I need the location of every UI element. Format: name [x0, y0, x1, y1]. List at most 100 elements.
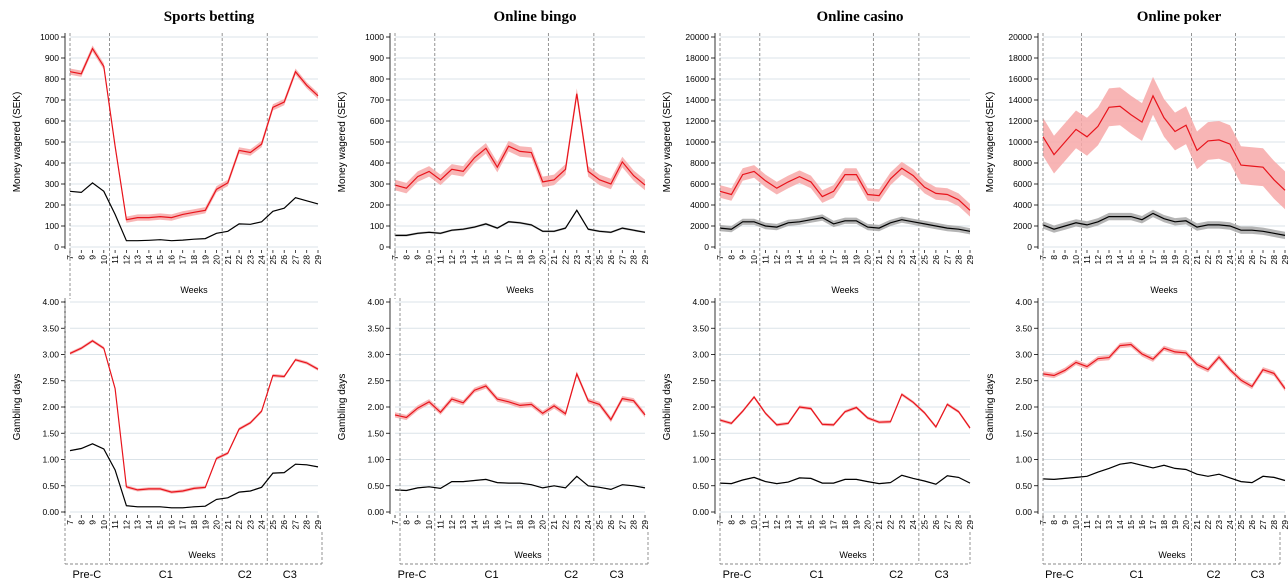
- x-tick-label: 24: [257, 255, 267, 265]
- high-ci-band: [1043, 76, 1285, 210]
- x-axis-title: Weeks: [180, 285, 208, 295]
- x-tick-label: 11: [1082, 520, 1092, 529]
- x-tick-label: 9: [738, 520, 748, 525]
- y-tick-label: 6000: [690, 179, 709, 189]
- y-tick-label: 400: [45, 158, 59, 168]
- x-tick-label: 10: [749, 520, 759, 530]
- low-series-line: [1042, 461, 1286, 484]
- y-tick-label: 0.50: [367, 481, 384, 491]
- x-tick-label: 23: [572, 520, 582, 530]
- x-tick-label: 11: [760, 520, 770, 529]
- x-tick-label: 20: [863, 255, 873, 265]
- x-tick-label: 18: [189, 520, 199, 530]
- x-tick-label: 20: [1181, 520, 1191, 530]
- low-ci-band: [720, 214, 970, 235]
- x-tick-label: 25: [920, 520, 930, 530]
- x-tick-label: 16: [1137, 520, 1147, 530]
- x-tick-label: 27: [1258, 255, 1268, 265]
- x-axis-title: Weeks: [1150, 285, 1178, 295]
- x-tick-label: 21: [1192, 520, 1202, 530]
- y-tick-label: 4.00: [1015, 297, 1032, 307]
- y-tick-label: 0: [54, 242, 59, 252]
- x-tick-label: 27: [290, 255, 300, 265]
- low-series-line: [69, 182, 319, 242]
- x-tick-label: 12: [121, 255, 131, 265]
- high-series-line: [394, 372, 646, 421]
- x-tick-label: 21: [874, 520, 884, 530]
- y-tick-label: 0: [1027, 242, 1032, 252]
- y-axis-title: Gambling days: [337, 374, 348, 441]
- y-tick-label: 3.50: [367, 323, 384, 333]
- y-tick-label: 14000: [685, 95, 709, 105]
- x-tick-label: 19: [851, 520, 861, 530]
- panel-casino-money: 0 2000 4000 6000 8000 10000 12000 14000 16000 180…: [662, 9, 975, 299]
- y-tick-label: 18000: [685, 53, 709, 63]
- low-ci-band: [70, 443, 318, 509]
- x-tick-label: 9: [1060, 255, 1070, 260]
- x-tick-label: 15: [806, 255, 816, 265]
- x-tick-label: 25: [1236, 520, 1246, 530]
- x-tick-label: 24: [1225, 255, 1235, 265]
- x-tick-label: 14: [795, 520, 805, 530]
- x-tick-label: 15: [481, 255, 491, 265]
- y-tick-label: 600: [370, 116, 384, 126]
- x-tick-label: 18: [189, 255, 199, 265]
- x-tick-label: 20: [1181, 255, 1191, 265]
- x-tick-label: 21: [549, 255, 559, 265]
- x-tick-label: 14: [470, 255, 480, 265]
- phase-label: C2: [564, 569, 578, 581]
- y-tick-label: 16000: [1008, 74, 1032, 84]
- x-tick-label: 27: [942, 255, 952, 265]
- panel-title: Online poker: [1137, 9, 1222, 25]
- panel-title: Online bingo: [494, 9, 577, 25]
- y-tick-label: 0.50: [692, 481, 709, 491]
- x-tick-label: 26: [931, 255, 941, 265]
- x-tick-label: 21: [223, 255, 233, 265]
- x-tick-label: 13: [783, 520, 793, 530]
- y-tick-label: 12000: [1008, 116, 1032, 126]
- y-tick-label: 700: [45, 95, 59, 105]
- phase-label: C3: [1250, 569, 1264, 581]
- x-tick-label: 9: [88, 255, 98, 260]
- phase-label: C2: [889, 569, 903, 581]
- y-tick-label: 300: [45, 179, 59, 189]
- y-tick-label: 0: [379, 242, 384, 252]
- x-tick-label: 11: [435, 520, 445, 529]
- x-tick-label: 22: [1203, 520, 1213, 530]
- x-tick-label: 20: [863, 520, 873, 530]
- x-tick-label: 23: [897, 520, 907, 530]
- high-series-line: [1042, 343, 1286, 389]
- y-tick-label: 10000: [1008, 137, 1032, 147]
- x-tick-label: 24: [1225, 520, 1235, 530]
- x-tick-label: 22: [885, 520, 895, 530]
- y-tick-label: 300: [370, 179, 384, 189]
- phase-label: C1: [159, 569, 173, 581]
- x-tick-label: 21: [1192, 255, 1202, 265]
- y-tick-label: 0: [704, 242, 709, 252]
- y-tick-label: 4.00: [367, 297, 384, 307]
- x-tick-label: 28: [629, 520, 639, 530]
- y-tick-label: 2.00: [692, 402, 709, 412]
- x-tick-label: 15: [806, 520, 816, 530]
- y-tick-label: 200: [370, 200, 384, 210]
- x-tick-label: 19: [851, 255, 861, 265]
- x-tick-label: 18: [1159, 255, 1169, 265]
- x-tick-label: 16: [1137, 255, 1147, 265]
- x-tick-label: 12: [447, 520, 457, 530]
- low-ci-band: [1043, 209, 1285, 240]
- high-ci-band: [395, 88, 645, 194]
- x-tick-label: 12: [1093, 255, 1103, 265]
- x-tick-label: 13: [783, 255, 793, 265]
- y-tick-label: 3.00: [367, 350, 384, 360]
- x-tick-label: 16: [492, 520, 502, 530]
- x-tick-label: 25: [920, 255, 930, 265]
- x-tick-label: 14: [795, 255, 805, 265]
- x-tick-label: 8: [726, 520, 736, 525]
- x-tick-label: 23: [245, 520, 255, 530]
- panel-sports-days: 0.000.501.001.502.002.503.003.504.007 8 9 1…: [12, 297, 323, 581]
- x-tick-label: 23: [1214, 520, 1224, 530]
- y-tick-label: 20000: [685, 32, 709, 42]
- x-tick-label: 28: [1269, 520, 1279, 530]
